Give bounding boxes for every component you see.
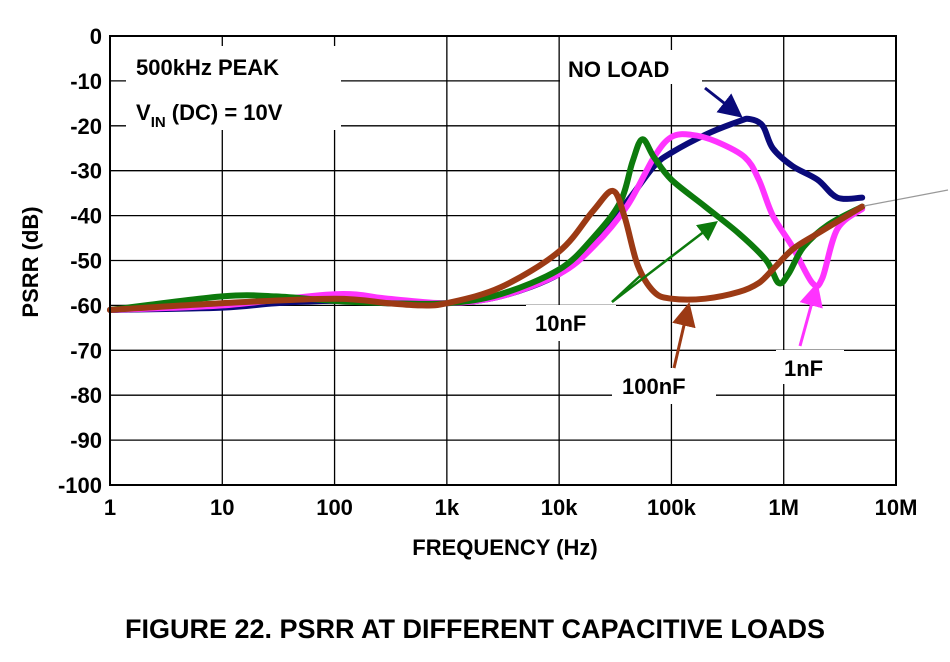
arrow-no-load — [704, 86, 743, 118]
label-bg-10nf — [526, 305, 616, 341]
x-tick-label-5: 100k — [647, 495, 697, 520]
y-tick-label-10: -100 — [58, 473, 102, 498]
label-bg-noload — [560, 50, 702, 84]
arrow-10nf-b — [611, 275, 641, 303]
y-tick-label-7: -70 — [70, 338, 102, 363]
label-1nf: 1nF — [784, 356, 823, 381]
y-tick-label-6: -60 — [70, 293, 102, 318]
label-bg-100nf — [612, 368, 716, 404]
psrr-chart: 1 10 100 1k 10k 100k 1M 10M 0 -10 -20 -30 -40 -50 -60 -… — [18, 24, 949, 560]
series-line-100nf — [107, 187, 866, 313]
plot-frame — [109, 35, 897, 486]
label-10nf: 10nF — [535, 311, 586, 336]
note-vin-main: V — [136, 100, 151, 125]
y-tick-label-4: -40 — [70, 204, 102, 229]
figure-caption: FIGURE 22. PSRR AT DIFFERENT CAPACITIVE … — [124, 614, 826, 644]
series-lines — [107, 115, 866, 313]
y-tick-label-5: -50 — [70, 249, 102, 274]
tick-labels: 1 10 100 1k 10k 100k 1M 10M 0 -10 -20 -30 -40 -50 -60 -… — [58, 24, 917, 520]
x-tick-label-2: 100 — [316, 495, 353, 520]
leader-line — [863, 189, 949, 207]
y-axis-title: PSRR (dB) — [18, 206, 43, 317]
label-bg-1nf — [776, 350, 844, 384]
note-box — [126, 46, 341, 130]
x-tick-label-6: 1M — [768, 495, 799, 520]
x-axis-title: FREQUENCY (Hz) — [412, 535, 597, 560]
x-tick-label-4: 10k — [541, 495, 578, 520]
x-tick-label-1: 10 — [210, 495, 234, 520]
x-tick-label-3: 1k — [435, 495, 460, 520]
note-vin-sub: IN — [151, 114, 166, 131]
note-vin-rest: (DC) = 10V — [166, 100, 283, 125]
arrow-1nf — [798, 282, 823, 347]
x-tick-label-0: 1 — [104, 495, 116, 520]
x-tick-label-7: 10M — [875, 495, 918, 520]
y-tick-label-9: -90 — [70, 428, 102, 453]
arrow-100nf — [672, 302, 696, 369]
series-line-1nf — [107, 131, 866, 313]
y-tick-label-3: -30 — [70, 159, 102, 184]
y-tick-label-2: -20 — [70, 114, 102, 139]
y-tick-label-0: 0 — [90, 24, 102, 49]
arrow-10nf-a — [611, 220, 718, 303]
note-vin: VIN (DC) = 10V — [136, 100, 283, 131]
y-tick-label-8: -80 — [70, 383, 102, 408]
y-tick-label-1: -10 — [70, 69, 102, 94]
label-100nf: 100nF — [622, 374, 686, 399]
label-no-load: NO LOAD — [568, 57, 669, 82]
note-peak: 500kHz PEAK — [136, 55, 279, 80]
